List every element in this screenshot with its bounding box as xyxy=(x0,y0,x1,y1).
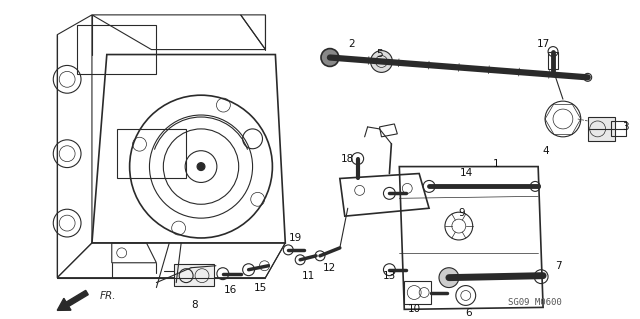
Circle shape xyxy=(439,268,459,287)
Text: 15: 15 xyxy=(254,283,267,293)
Text: 1: 1 xyxy=(493,159,500,169)
Text: 11: 11 xyxy=(301,271,315,281)
Bar xyxy=(611,121,627,136)
Text: 2: 2 xyxy=(348,39,355,48)
Text: 19: 19 xyxy=(289,233,302,243)
Text: FR.: FR. xyxy=(100,292,116,301)
Text: 12: 12 xyxy=(323,263,337,273)
Text: 4: 4 xyxy=(543,146,549,156)
Text: 8: 8 xyxy=(191,300,197,310)
Text: 9: 9 xyxy=(458,208,465,218)
Text: SG09 M0600: SG09 M0600 xyxy=(508,298,562,307)
Text: 5: 5 xyxy=(376,48,383,59)
Bar xyxy=(548,52,558,70)
Text: 10: 10 xyxy=(408,304,420,314)
Text: 6: 6 xyxy=(465,308,472,318)
Text: 14: 14 xyxy=(460,167,474,178)
Text: 18: 18 xyxy=(341,154,355,164)
Text: 13: 13 xyxy=(383,271,396,281)
Bar xyxy=(116,129,186,179)
Bar xyxy=(588,117,616,141)
Polygon shape xyxy=(174,264,214,286)
Text: 17: 17 xyxy=(536,39,550,48)
Text: 7: 7 xyxy=(555,261,561,271)
Bar xyxy=(77,25,156,74)
Circle shape xyxy=(321,48,339,66)
Circle shape xyxy=(371,51,392,72)
Text: 3: 3 xyxy=(622,122,628,132)
Text: 16: 16 xyxy=(224,285,237,294)
Circle shape xyxy=(197,163,205,171)
FancyArrow shape xyxy=(57,290,88,310)
